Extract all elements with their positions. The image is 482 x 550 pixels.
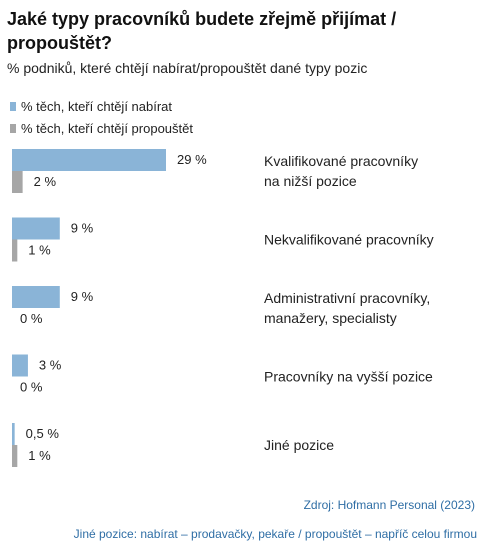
data-label-hire-3: 3 %	[39, 358, 62, 373]
category-label-3-0: Pracovníky na vyšší pozice	[264, 369, 433, 385]
legend-swatch-fire	[10, 123, 16, 133]
chart-title: Jaké typy pracovníků budete zřejmě přijí…	[7, 9, 397, 53]
bar-fire-0	[12, 171, 23, 193]
chart-subtitle: % podniků, které chtějí nabírat/propoušt…	[7, 60, 368, 76]
data-label-fire-2: 0 %	[20, 311, 43, 326]
category-label-0-1: na nižší pozice	[264, 173, 357, 189]
category-label-2-0: Administrativní pracovníky,	[264, 290, 430, 306]
source-note: Zdroj: Hofmann Personal (2023)	[303, 498, 475, 512]
legend-swatch-hire	[10, 101, 16, 111]
category-label-4-0: Jiné pozice	[264, 437, 334, 453]
data-label-fire-0: 2 %	[34, 174, 57, 189]
bar-hire-3	[12, 354, 28, 377]
bar-hire-2	[12, 286, 60, 308]
bar-fire-4	[12, 445, 18, 467]
bar-hire-0	[12, 149, 166, 171]
category-label-2-1: manažery, specialisty	[264, 310, 397, 326]
legend-label-hire: % těch, kteří chtějí nabírat	[21, 98, 173, 114]
category-label-1-0: Nekvalifikované pracovníky	[264, 232, 434, 248]
bar-hire-4	[12, 423, 15, 445]
data-label-hire-0: 29 %	[177, 152, 207, 167]
bar-chart: 29 % 2 % Kvalifikované pracovníky na nižší …	[12, 149, 434, 467]
data-label-hire-1: 9 %	[71, 221, 94, 236]
category-label-0-0: Kvalifikované pracovníky	[264, 153, 418, 169]
legend-item-hire: % těch, kteří chtějí nabírat	[10, 96, 193, 116]
bar-hire-1	[12, 217, 60, 240]
legend-label-fire: % těch, kteří chtějí propouštět	[21, 120, 193, 136]
data-label-fire-1: 1 %	[28, 243, 51, 258]
data-label-fire-4: 1 %	[28, 448, 51, 463]
bar-fire-1	[12, 239, 18, 262]
footnote: Jiné pozice: nabírat – prodavačky, pekař…	[73, 527, 477, 541]
legend: % těch, kteří chtějí nabírat % těch, kte…	[10, 96, 193, 140]
data-label-hire-4: 0,5 %	[26, 426, 60, 441]
data-label-hire-2: 9 %	[71, 289, 94, 304]
data-label-fire-3: 0 %	[20, 380, 43, 395]
legend-item-fire: % těch, kteří chtějí propouštět	[10, 118, 193, 138]
